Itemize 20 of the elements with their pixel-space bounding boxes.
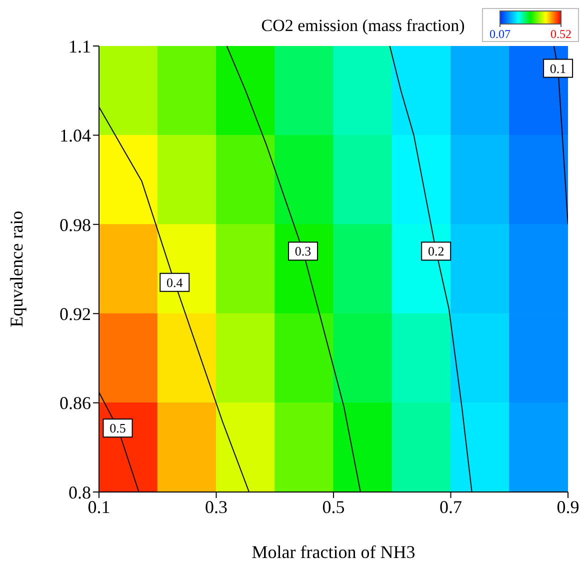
x-tick-label: 0.5 (322, 496, 345, 517)
x-tick-label: 0.3 (205, 496, 228, 517)
series-label: 0.4 (166, 274, 184, 290)
y-axis-title: Equvalence raio (6, 210, 26, 328)
y-tick-label: 0.98 (60, 214, 91, 235)
series-label: 0.2 (428, 244, 444, 259)
x-axis-title: Molar fraction of NH3 (252, 542, 416, 562)
chart-title: CO2 emission (mass fraction) (260, 16, 466, 36)
color-bar-label: 0.07 (490, 27, 510, 41)
y-tick-label: 0.92 (60, 304, 91, 324)
color-bar-label: 0.52 (550, 27, 572, 41)
y-tick-label: 0.86 (60, 393, 91, 414)
y-tick-label: 1.04 (60, 126, 91, 146)
y-tick-label: 0.8 (68, 482, 91, 502)
x-tick-label: 0.9 (556, 496, 580, 517)
y-tick-label: 1.1 (68, 36, 91, 56)
x-tick-label: 0.7 (440, 496, 462, 517)
series-label: 0.5 (110, 420, 126, 436)
series-label: 0.3 (294, 244, 312, 259)
series-label: 0.1 (550, 60, 566, 76)
